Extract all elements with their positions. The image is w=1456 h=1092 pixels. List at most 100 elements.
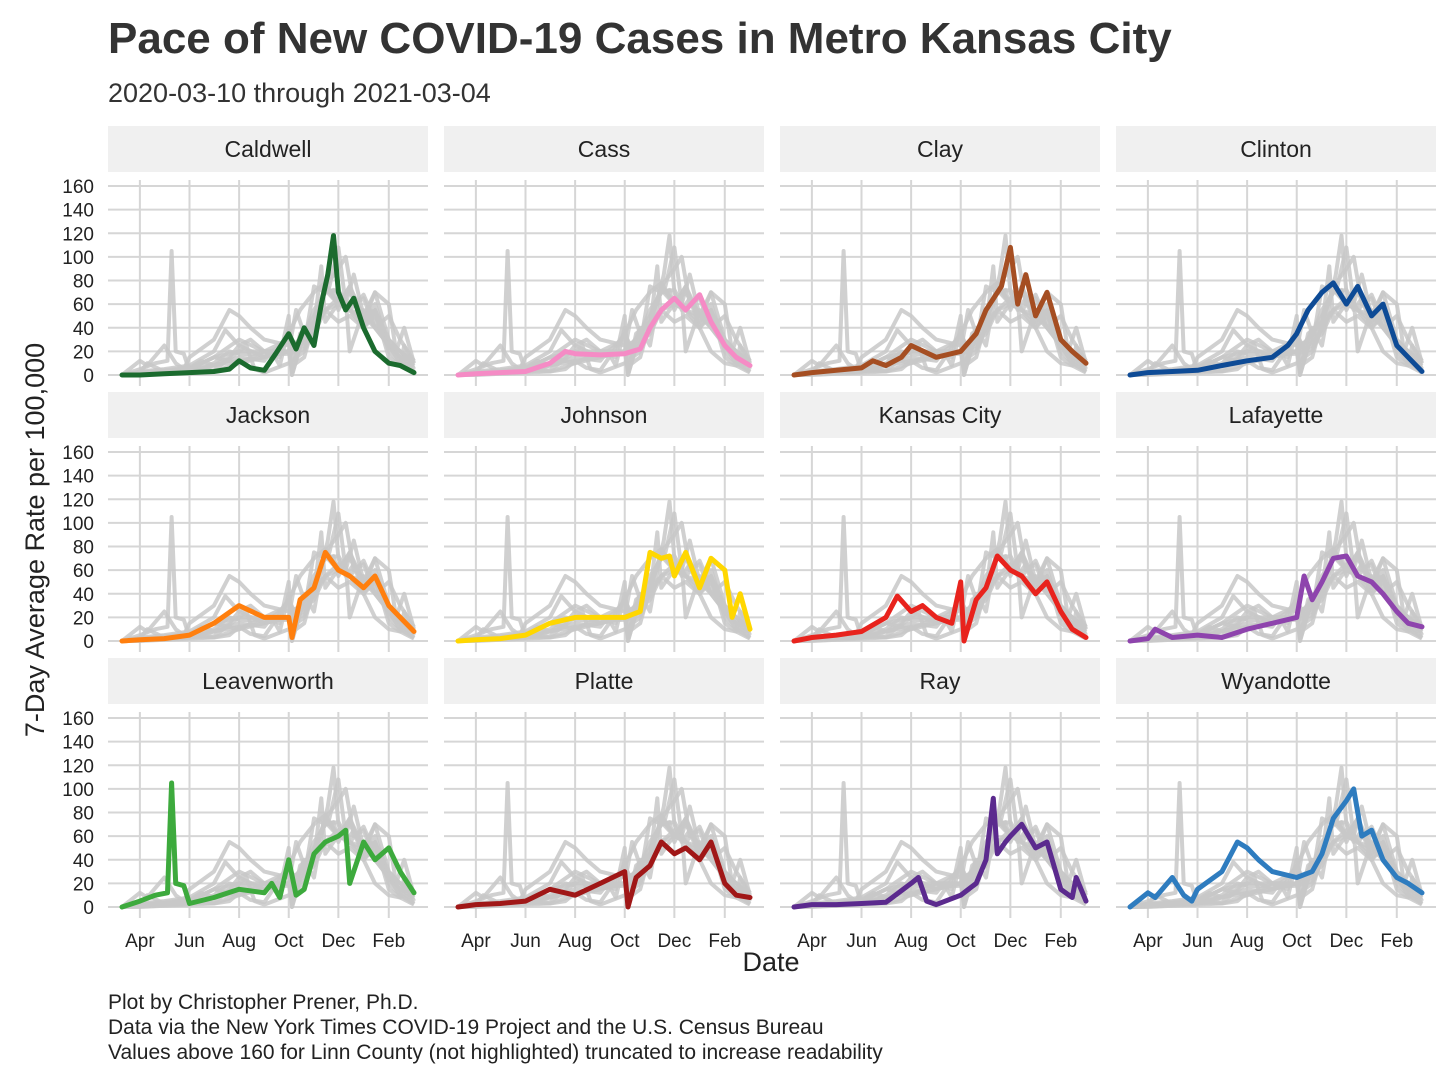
x-tick-label: Dec bbox=[657, 931, 691, 952]
background-series-wyandotte bbox=[792, 786, 1088, 909]
y-tick-label: 80 bbox=[73, 804, 94, 825]
y-tick-label: 40 bbox=[73, 851, 94, 872]
y-tick-label: 60 bbox=[73, 295, 94, 316]
x-tick-label: Apr bbox=[461, 931, 491, 952]
background-series-ray bbox=[457, 530, 752, 643]
y-tick-label: 20 bbox=[73, 874, 94, 895]
facet-strip bbox=[444, 126, 764, 172]
x-tick-label: Jun bbox=[1182, 931, 1213, 952]
panel-lafayette: Lafayette bbox=[1116, 392, 1436, 652]
x-tick-label: Oct bbox=[1282, 931, 1312, 952]
facet-label: Johnson bbox=[561, 402, 648, 428]
x-tick-label: Oct bbox=[946, 931, 976, 952]
caption-line-note: Values above 160 for Linn County (not hi… bbox=[108, 1041, 883, 1064]
x-tick-label: Oct bbox=[610, 931, 640, 952]
series-line-wyandotte bbox=[1127, 786, 1425, 910]
y-tick-label: 40 bbox=[73, 585, 94, 606]
facet-strip bbox=[444, 392, 764, 438]
y-tick-label: 0 bbox=[83, 366, 94, 387]
x-tick-label: Jun bbox=[510, 931, 541, 952]
y-tick-label: 80 bbox=[73, 538, 94, 559]
y-tick-label: 160 bbox=[62, 709, 94, 730]
y-tick-label: 20 bbox=[73, 608, 94, 629]
facet-label: Clay bbox=[917, 136, 964, 162]
panel-ray: Ray Apr Jun Aug Oct Dec Feb bbox=[780, 658, 1100, 952]
series-line-lafayette bbox=[1127, 553, 1425, 644]
facet-label: Ray bbox=[920, 668, 961, 694]
y-tick-label: 80 bbox=[73, 272, 94, 293]
x-tick-label: Apr bbox=[125, 931, 155, 952]
facet-label: Leavenworth bbox=[202, 668, 334, 694]
facet-label: Cass bbox=[578, 136, 630, 162]
panel-platte: Platte Apr Jun Aug Oct Dec Feb bbox=[444, 658, 764, 952]
x-tick-label: Aug bbox=[558, 931, 592, 952]
y-tick-label: 20 bbox=[73, 342, 94, 363]
y-tick-label: 120 bbox=[62, 756, 94, 777]
x-tick-label: Apr bbox=[797, 931, 827, 952]
facet-strip bbox=[108, 658, 428, 704]
background-series-wyandotte bbox=[456, 520, 752, 643]
background-series-wyandotte bbox=[792, 254, 1088, 377]
background-series-wyandotte bbox=[120, 520, 416, 643]
facet-strip bbox=[780, 658, 1100, 704]
facet-label: Jackson bbox=[226, 402, 310, 428]
y-tick-label: 140 bbox=[62, 733, 94, 754]
series-line-ray bbox=[791, 795, 1089, 910]
series-line-clay bbox=[791, 244, 1089, 378]
y-tick-label: 120 bbox=[62, 490, 94, 511]
series-line-kansas-city bbox=[791, 553, 1089, 644]
facet-label: Clinton bbox=[1240, 136, 1312, 162]
background-series-wyandotte bbox=[456, 786, 752, 909]
panel-clay: Clay bbox=[780, 126, 1100, 386]
facet-strip bbox=[1116, 392, 1436, 438]
x-tick-label: Dec bbox=[993, 931, 1027, 952]
background-series-leavenworth bbox=[457, 249, 752, 377]
facet-label: Kansas City bbox=[879, 402, 1002, 428]
x-axis-title: Date bbox=[742, 947, 799, 977]
x-tick-label: Feb bbox=[708, 931, 741, 952]
caption-line-author: Plot by Christopher Prener, Ph.D. bbox=[108, 991, 419, 1014]
facet-strip bbox=[108, 392, 428, 438]
y-tick-label: 160 bbox=[62, 443, 94, 464]
facet-label: Wyandotte bbox=[1221, 668, 1331, 694]
y-tick-label: 100 bbox=[62, 780, 94, 801]
chart-title: Pace of New COVID-19 Cases in Metro Kans… bbox=[108, 14, 1172, 63]
y-tick-label: 0 bbox=[83, 898, 94, 919]
chart-subtitle: 2020-03-10 through 2021-03-04 bbox=[108, 78, 491, 108]
x-tick-label: Aug bbox=[222, 931, 256, 952]
background-series-leavenworth bbox=[793, 249, 1088, 377]
panel-wyandotte: Wyandotte Apr Jun Aug Oct Dec Feb bbox=[1116, 658, 1436, 952]
facet-label: Caldwell bbox=[225, 136, 312, 162]
background-series-wyandotte bbox=[120, 254, 416, 377]
y-tick-label: 100 bbox=[62, 514, 94, 535]
background-series-wyandotte bbox=[1128, 254, 1424, 377]
background-series-leavenworth bbox=[1129, 249, 1424, 377]
background-series-ray bbox=[1129, 796, 1424, 909]
series-line-johnson bbox=[455, 549, 753, 644]
panel-johnson: Johnson bbox=[444, 392, 764, 652]
x-tick-label: Oct bbox=[274, 931, 304, 952]
facet-strip bbox=[444, 658, 764, 704]
series-line-leavenworth bbox=[119, 780, 417, 910]
x-tick-label: Feb bbox=[372, 931, 405, 952]
y-tick-label: 160 bbox=[62, 177, 94, 198]
background-series-ray bbox=[793, 264, 1088, 377]
x-tick-label: Apr bbox=[1133, 931, 1163, 952]
x-tick-label: Aug bbox=[1230, 931, 1264, 952]
series-line-clinton bbox=[1127, 280, 1425, 378]
facet-strip bbox=[780, 126, 1100, 172]
y-tick-label: 40 bbox=[73, 319, 94, 340]
y-tick-label: 100 bbox=[62, 248, 94, 269]
series-line-caldwell bbox=[119, 233, 417, 378]
y-tick-label: 60 bbox=[73, 827, 94, 848]
series-line-jackson bbox=[119, 549, 417, 644]
background-series-leavenworth bbox=[793, 781, 1088, 909]
background-series-wyandotte bbox=[792, 520, 1088, 643]
facet-label: Lafayette bbox=[1229, 402, 1324, 428]
facet-strip bbox=[108, 126, 428, 172]
y-tick-label: 120 bbox=[62, 224, 94, 245]
y-axis-title: 7-Day Average Rate per 100,000 bbox=[20, 343, 50, 737]
